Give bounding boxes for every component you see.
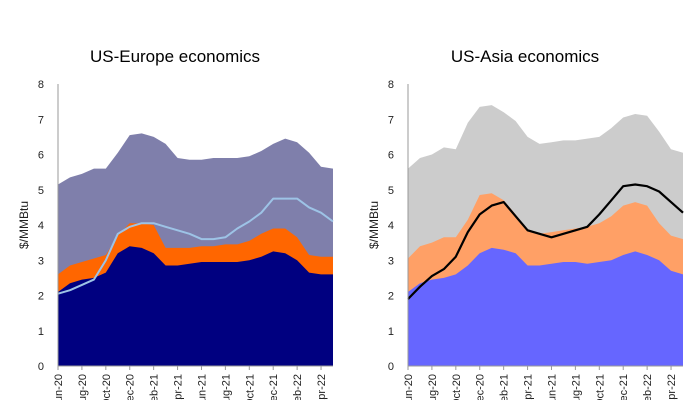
x-tick-label: Aug-21 xyxy=(220,374,232,400)
us-europe-chart-svg: 0 1 2 3 4 5 6 7 8 $/MMBtu Jun-20 Aug-20 Oct-20 Dec-20… xyxy=(17,79,334,400)
us-asia-chart-svg: 0 1 2 3 4 5 6 7 8 $/MMBtu Jun-20 Aug-20 Oct-20 Dec-20… xyxy=(367,79,684,400)
y-tick-label: 7 xyxy=(38,114,44,126)
x-tick-label: Oct-21 xyxy=(594,374,606,400)
line-series xyxy=(407,183,684,300)
y-tick-label: 5 xyxy=(38,185,44,197)
y-tick-label: 2 xyxy=(388,291,394,303)
x-tick-label: Feb-22 xyxy=(292,374,304,400)
y-tick-label: 3 xyxy=(38,255,44,267)
x-tick-label: Apr-21 xyxy=(523,374,535,400)
x-tick-label: Dec-21 xyxy=(618,374,630,400)
y-tick-label: 1 xyxy=(388,326,394,338)
x-tick-label: Feb-21 xyxy=(499,374,511,400)
y-tick-label: 3 xyxy=(388,255,394,267)
us-europe-chart-panel: US-Europe economics 0 1 2 3 4 5 6 7 8 $/MMBtu Jun-… xyxy=(17,47,334,400)
x-tick-label: Dec-20 xyxy=(125,374,137,400)
y-tick-label: 4 xyxy=(38,220,44,232)
y-tick-label: 6 xyxy=(38,150,44,162)
x-tick-label: Apr-22 xyxy=(316,374,328,400)
x-tick-label: Oct-20 xyxy=(451,374,463,400)
y-tick-label: 4 xyxy=(388,220,394,232)
x-tick-label: Oct-21 xyxy=(244,374,256,400)
y-tick-label: 1 xyxy=(38,326,44,338)
x-tick-label: Dec-20 xyxy=(475,374,487,400)
x-tick-label: Dec-21 xyxy=(268,374,280,400)
x-tick-label: Aug-21 xyxy=(570,374,582,400)
x-tick-label: Apr-21 xyxy=(173,374,185,400)
x-tick-label: Jun-20 xyxy=(53,374,65,400)
x-tick-label: Apr-22 xyxy=(666,374,678,400)
y-axis-label: $/MMBtu xyxy=(17,201,31,249)
y-tick-label: 0 xyxy=(38,361,44,373)
x-tick-label: Jun-20 xyxy=(403,374,415,400)
x-tick-label: Aug-20 xyxy=(427,374,439,400)
chart-title: US-Asia economics xyxy=(450,47,600,66)
x-tick-label: Aug-20 xyxy=(77,374,89,400)
area-series-0 xyxy=(58,246,333,366)
y-tick-label: 2 xyxy=(38,291,44,303)
x-tick-label: Oct-20 xyxy=(101,374,113,400)
line-series xyxy=(57,197,334,295)
area-series-0 xyxy=(408,247,683,366)
chart-title: US-Europe economics xyxy=(89,47,261,66)
y-tick-label: 6 xyxy=(388,150,394,162)
y-tick-label: 7 xyxy=(388,114,394,126)
x-tick-label: Jun-21 xyxy=(546,374,558,400)
y-tick-label: 5 xyxy=(388,185,394,197)
y-axis-label: $/MMBtu xyxy=(367,201,381,249)
x-tick-label: Feb-21 xyxy=(149,374,161,400)
x-tick-label: Jun-21 xyxy=(196,374,208,400)
y-tick-label: 8 xyxy=(388,79,394,91)
y-tick-label: 8 xyxy=(38,79,44,91)
us-asia-chart-panel: US-Asia economics 0 1 2 3 4 5 6 7 8 $/MMBtu Jun-20… xyxy=(350,0,700,400)
y-tick-label: 0 xyxy=(388,361,394,373)
x-tick-label: Feb-22 xyxy=(642,374,654,400)
